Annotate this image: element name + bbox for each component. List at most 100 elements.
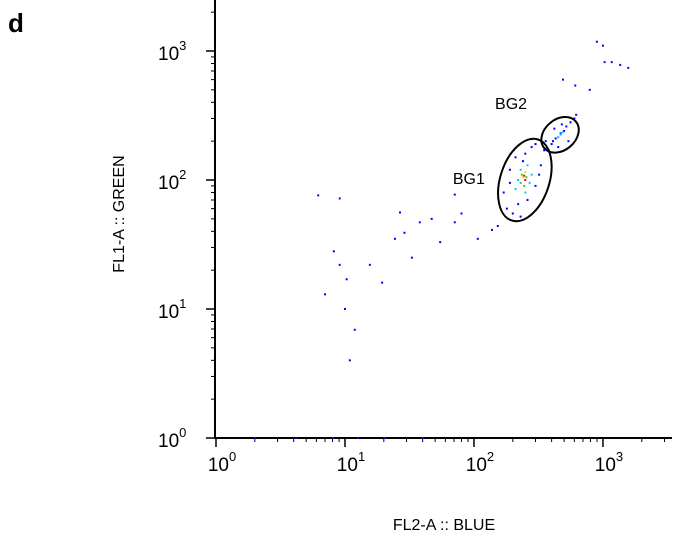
x-tick-label: 100 bbox=[208, 449, 236, 476]
data-point bbox=[348, 359, 351, 362]
tick-base: 10 bbox=[595, 455, 616, 476]
data-point bbox=[601, 44, 604, 47]
data-point bbox=[520, 173, 523, 176]
x-axis-label: FL2-A :: BLUE bbox=[393, 517, 495, 534]
data-point bbox=[567, 140, 570, 143]
data-point bbox=[381, 281, 384, 284]
data-point bbox=[554, 137, 557, 140]
data-point bbox=[530, 173, 533, 176]
data-point bbox=[453, 193, 456, 196]
data-point bbox=[295, 437, 298, 439]
data-point bbox=[538, 173, 541, 176]
data-point bbox=[338, 197, 341, 200]
data-point bbox=[588, 88, 591, 91]
data-point bbox=[393, 237, 396, 240]
data-point bbox=[627, 66, 630, 69]
data-point bbox=[508, 181, 511, 184]
data-point bbox=[514, 188, 517, 191]
data-point bbox=[565, 125, 568, 128]
data-point bbox=[324, 293, 327, 296]
data-point bbox=[332, 250, 335, 253]
data-point bbox=[410, 256, 413, 259]
data-point bbox=[508, 168, 511, 171]
data-point bbox=[569, 121, 572, 124]
data-point bbox=[491, 228, 494, 231]
tick-base: 10 bbox=[158, 302, 179, 323]
tick-base: 10 bbox=[337, 455, 358, 476]
tick-base: 10 bbox=[158, 431, 179, 452]
tick-base: 10 bbox=[208, 455, 229, 476]
data-point bbox=[368, 263, 371, 266]
y-tick-label: 103 bbox=[158, 38, 186, 65]
data-point bbox=[559, 132, 562, 135]
tick-exponent: 2 bbox=[487, 449, 494, 464]
data-point bbox=[453, 221, 456, 224]
gate-label: BG1 bbox=[453, 171, 485, 188]
data-point bbox=[317, 194, 320, 197]
data-point bbox=[619, 63, 622, 66]
data-point bbox=[524, 171, 527, 174]
data-point bbox=[524, 152, 527, 155]
tick-exponent: 1 bbox=[358, 449, 365, 464]
data-point bbox=[557, 136, 560, 139]
tick-exponent: 3 bbox=[179, 38, 186, 53]
data-point bbox=[496, 224, 499, 227]
data-point bbox=[517, 178, 520, 181]
data-point bbox=[460, 212, 463, 215]
data-point bbox=[563, 129, 566, 132]
data-point bbox=[534, 143, 537, 146]
data-point bbox=[519, 168, 522, 171]
tick-exponent: 0 bbox=[229, 449, 236, 464]
data-point bbox=[603, 61, 606, 64]
tick-base: 10 bbox=[158, 44, 179, 65]
data-point bbox=[522, 160, 525, 163]
data-point bbox=[574, 84, 577, 87]
tick-base: 10 bbox=[158, 173, 179, 194]
data-point bbox=[343, 307, 346, 310]
data-point bbox=[519, 215, 522, 218]
x-tick-label: 103 bbox=[595, 449, 623, 476]
data-point bbox=[519, 181, 522, 184]
y-tick-label: 101 bbox=[158, 296, 186, 323]
data-point bbox=[610, 61, 613, 64]
data-point bbox=[502, 191, 505, 194]
data-point bbox=[534, 184, 537, 187]
tick-exponent: 3 bbox=[616, 449, 623, 464]
data-point bbox=[517, 203, 520, 206]
data-point bbox=[345, 278, 348, 281]
data-point bbox=[439, 241, 442, 244]
data-point bbox=[524, 178, 527, 181]
data-point bbox=[561, 78, 564, 81]
gate-label: BG2 bbox=[495, 96, 527, 113]
data-point bbox=[553, 127, 556, 130]
data-point bbox=[525, 176, 528, 179]
data-point bbox=[403, 231, 406, 234]
tick-exponent: 0 bbox=[179, 425, 186, 440]
data-point bbox=[332, 437, 335, 439]
data-point bbox=[523, 184, 526, 187]
data-point bbox=[353, 328, 356, 331]
data-point bbox=[338, 263, 341, 266]
y-tick-label: 100 bbox=[158, 425, 186, 452]
tick-exponent: 1 bbox=[179, 296, 186, 311]
tick-base: 10 bbox=[466, 455, 487, 476]
data-point bbox=[421, 437, 424, 439]
data-point bbox=[573, 117, 576, 120]
data-point bbox=[524, 191, 527, 194]
data-point bbox=[523, 174, 526, 177]
data-point bbox=[561, 131, 564, 134]
data-point bbox=[530, 146, 533, 149]
data-point bbox=[543, 149, 546, 152]
data-point bbox=[430, 217, 433, 220]
data-point bbox=[398, 211, 401, 214]
data-point bbox=[539, 164, 542, 167]
data-point bbox=[418, 221, 421, 224]
data-point bbox=[476, 237, 479, 240]
panel-label: d bbox=[8, 8, 24, 38]
data-point bbox=[356, 437, 359, 439]
data-point bbox=[511, 212, 514, 215]
gate bbox=[540, 116, 580, 154]
x-tick-label: 101 bbox=[337, 449, 365, 476]
data-point bbox=[575, 113, 578, 116]
